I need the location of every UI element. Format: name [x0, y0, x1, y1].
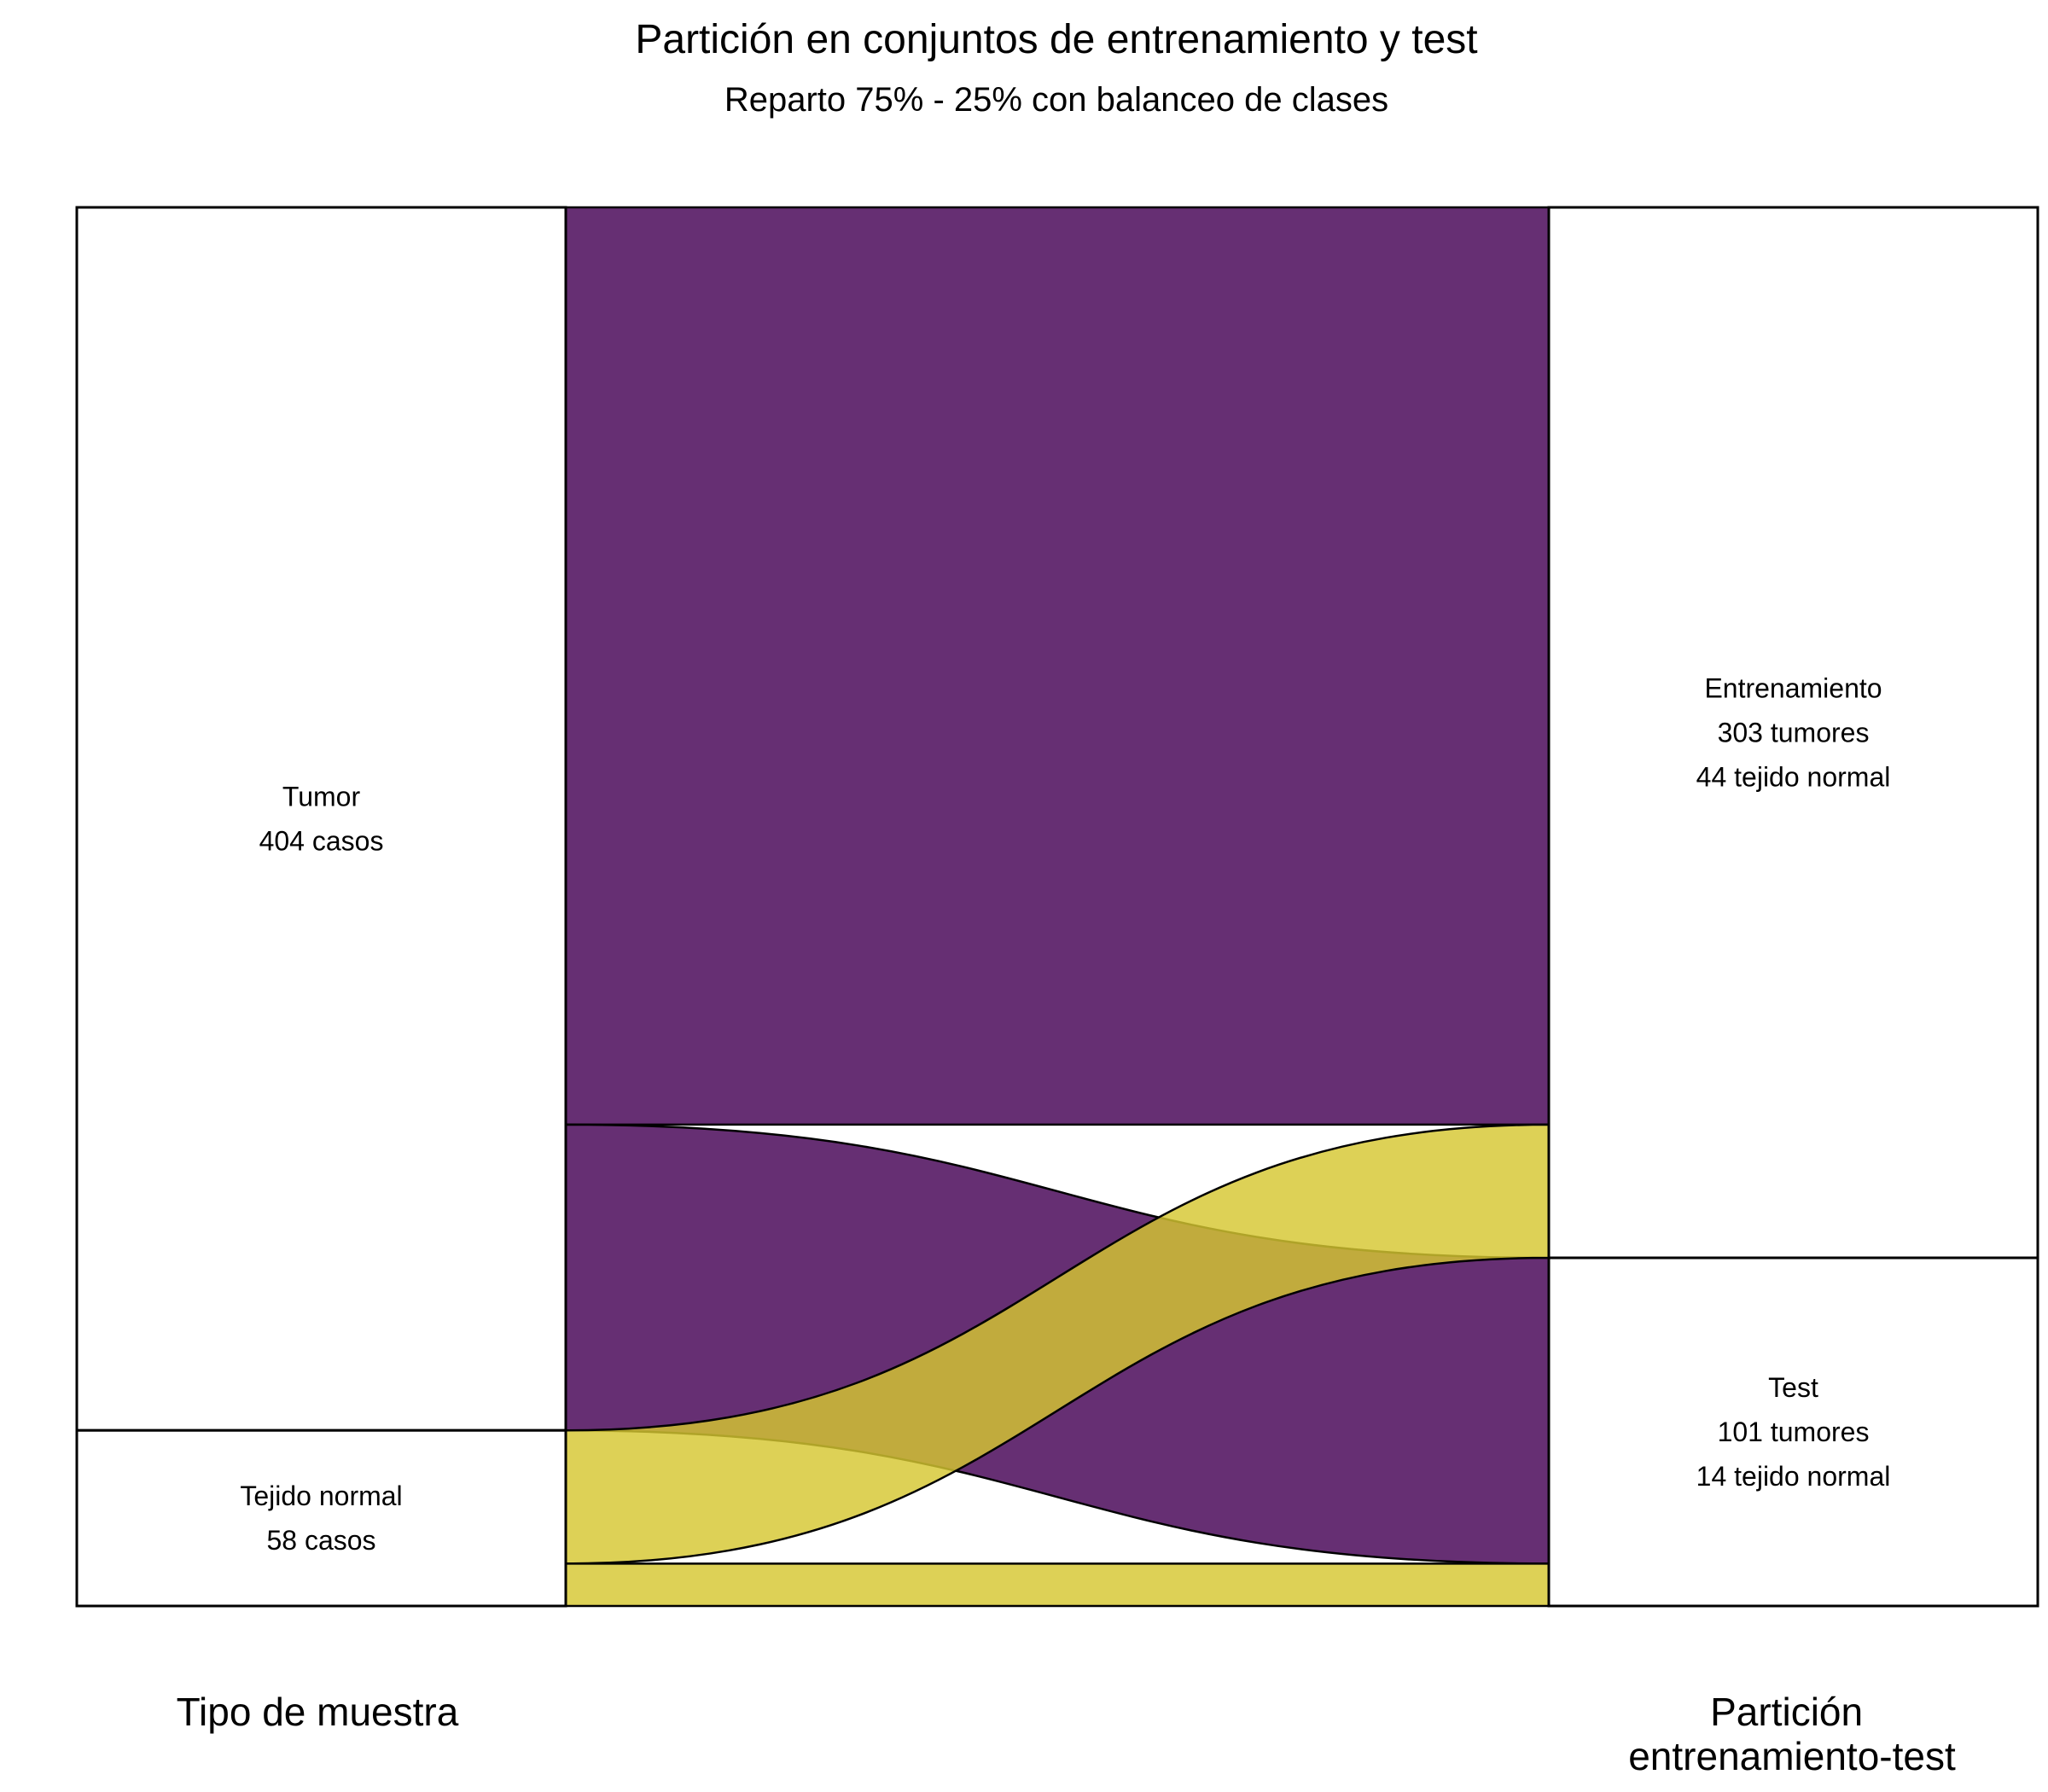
stratum-label-normal-line-1: Tejido normal: [240, 1481, 402, 1511]
axis-label-partition-line-1: Partición: [1710, 1690, 1863, 1734]
chart-title: Partición en conjuntos de entrenamiento …: [635, 17, 1477, 62]
stratum-label-tumor-line-2: 404 casos: [259, 826, 384, 857]
stratum-label-test-line-3: 14 tejido normal: [1696, 1461, 1891, 1492]
flow-tumor-to-train: [564, 206, 1551, 1126]
stratum-normal: [75, 1428, 567, 1608]
stratum-label-test: Test 101 tumores 14 tejido normal: [1696, 1372, 1891, 1492]
axis-label-sample-type: Tipo de muestra: [177, 1690, 459, 1734]
stratum-label-normal-line-2: 58 casos: [266, 1525, 375, 1556]
stratum-label-tumor: Tumor 404 casos: [259, 782, 384, 857]
stratum-label-train-line-3: 44 tejido normal: [1696, 762, 1891, 793]
axis-label-partition-line-2: entrenamiento-test: [1628, 1734, 1956, 1778]
axis-label-partition: Partición entrenamiento-test: [1628, 1690, 1956, 1778]
stratum-label-train: Entrenamiento 303 tumores 44 tejido normal: [1696, 673, 1891, 793]
stratum-label-train-line-2: 303 tumores: [1718, 718, 1870, 748]
stratum-label-test-line-1: Test: [1768, 1372, 1818, 1403]
stratum-test: [1547, 1256, 2039, 1608]
flow-normal-to-test: [564, 1562, 1551, 1608]
labels-layer: Tumor 404 casos Tejido normal 58 casos Entre…: [240, 673, 1890, 1556]
stratum-tumor: [75, 206, 567, 1432]
chart-subtitle: Reparto 75% - 25% con balanceo de clases: [724, 81, 1388, 119]
stratum-label-test-line-2: 101 tumores: [1718, 1417, 1870, 1447]
strata-layer: [75, 206, 2039, 1608]
stratum-label-train-line-1: Entrenamiento: [1704, 673, 1882, 704]
stratum-label-tumor-line-1: Tumor: [282, 782, 361, 812]
stratum-label-normal: Tejido normal 58 casos: [240, 1481, 402, 1556]
stratum-train: [1547, 206, 2039, 1260]
flows-layer: [564, 206, 1551, 1608]
